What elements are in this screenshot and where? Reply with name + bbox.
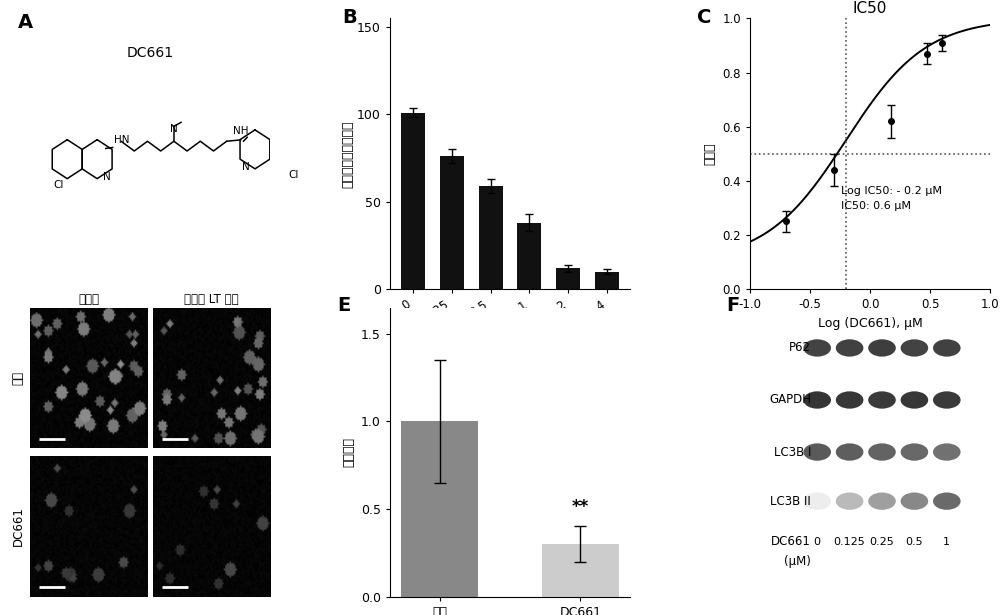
Text: 1: 1 [943,537,950,547]
Text: 0.125: 0.125 [834,537,865,547]
Title: IC50: IC50 [853,1,887,16]
Ellipse shape [933,493,961,510]
Text: N: N [103,172,111,181]
Ellipse shape [868,493,896,510]
Text: N: N [170,124,178,133]
Bar [479,186,503,289]
Ellipse shape [933,339,961,357]
Ellipse shape [836,493,863,510]
Ellipse shape [933,391,961,409]
Text: LC3B I: LC3B I [774,445,811,459]
Bar [595,272,619,289]
Text: 0: 0 [814,537,821,547]
Text: Cl: Cl [288,170,299,180]
Y-axis label: DC661: DC661 [11,506,24,546]
Text: **: ** [572,498,589,516]
Ellipse shape [836,443,863,461]
Bar [556,268,580,289]
Ellipse shape [901,493,928,510]
Text: 0.5: 0.5 [906,537,923,547]
Text: C: C [697,7,712,26]
Ellipse shape [803,339,831,357]
Text: N: N [242,162,249,172]
Text: GAPDH: GAPDH [769,394,811,407]
Y-axis label: 相对细胞存活百分数: 相对细胞存活百分数 [341,120,354,188]
Text: 0.25: 0.25 [870,537,894,547]
Text: Log IC50: - 0.2 μM
IC50: 0.6 μM: Log IC50: - 0.2 μM IC50: 0.6 μM [841,186,942,211]
Ellipse shape [803,443,831,461]
Text: DC661: DC661 [771,535,811,548]
X-axis label: DC661 浓度（μM）: DC661 浓度（μM） [463,329,557,342]
Ellipse shape [803,493,831,510]
Text: LC3B II: LC3B II [770,494,811,507]
Ellipse shape [836,391,863,409]
X-axis label: Log (DC661), μM: Log (DC661), μM [818,317,922,330]
Bar [517,223,541,289]
Text: E: E [337,296,350,315]
Text: NH: NH [233,126,249,136]
Ellipse shape [933,443,961,461]
Ellipse shape [868,443,896,461]
Title: 溶酶体 LT 探针: 溶酶体 LT 探针 [184,293,239,306]
Ellipse shape [901,443,928,461]
Text: DC661: DC661 [126,46,174,60]
Bar [542,544,619,597]
Text: Cl: Cl [53,180,64,189]
Y-axis label: 对照: 对照 [11,371,24,385]
Text: A: A [18,13,33,32]
Bar [401,113,425,289]
Ellipse shape [803,391,831,409]
Text: B: B [342,7,357,26]
Y-axis label: 半浓量値: 半浓量値 [342,437,355,467]
Text: P62: P62 [789,341,811,354]
Text: F: F [726,296,739,315]
Y-axis label: 抑制率: 抑制率 [704,143,717,165]
Text: (μM): (μM) [784,555,811,568]
Ellipse shape [901,391,928,409]
Ellipse shape [868,339,896,357]
Ellipse shape [901,339,928,357]
Ellipse shape [868,391,896,409]
Title: 重叠图: 重叠图 [78,293,99,306]
Bar [401,421,478,597]
Bar [440,156,464,289]
Text: HN: HN [114,135,129,145]
Ellipse shape [836,339,863,357]
